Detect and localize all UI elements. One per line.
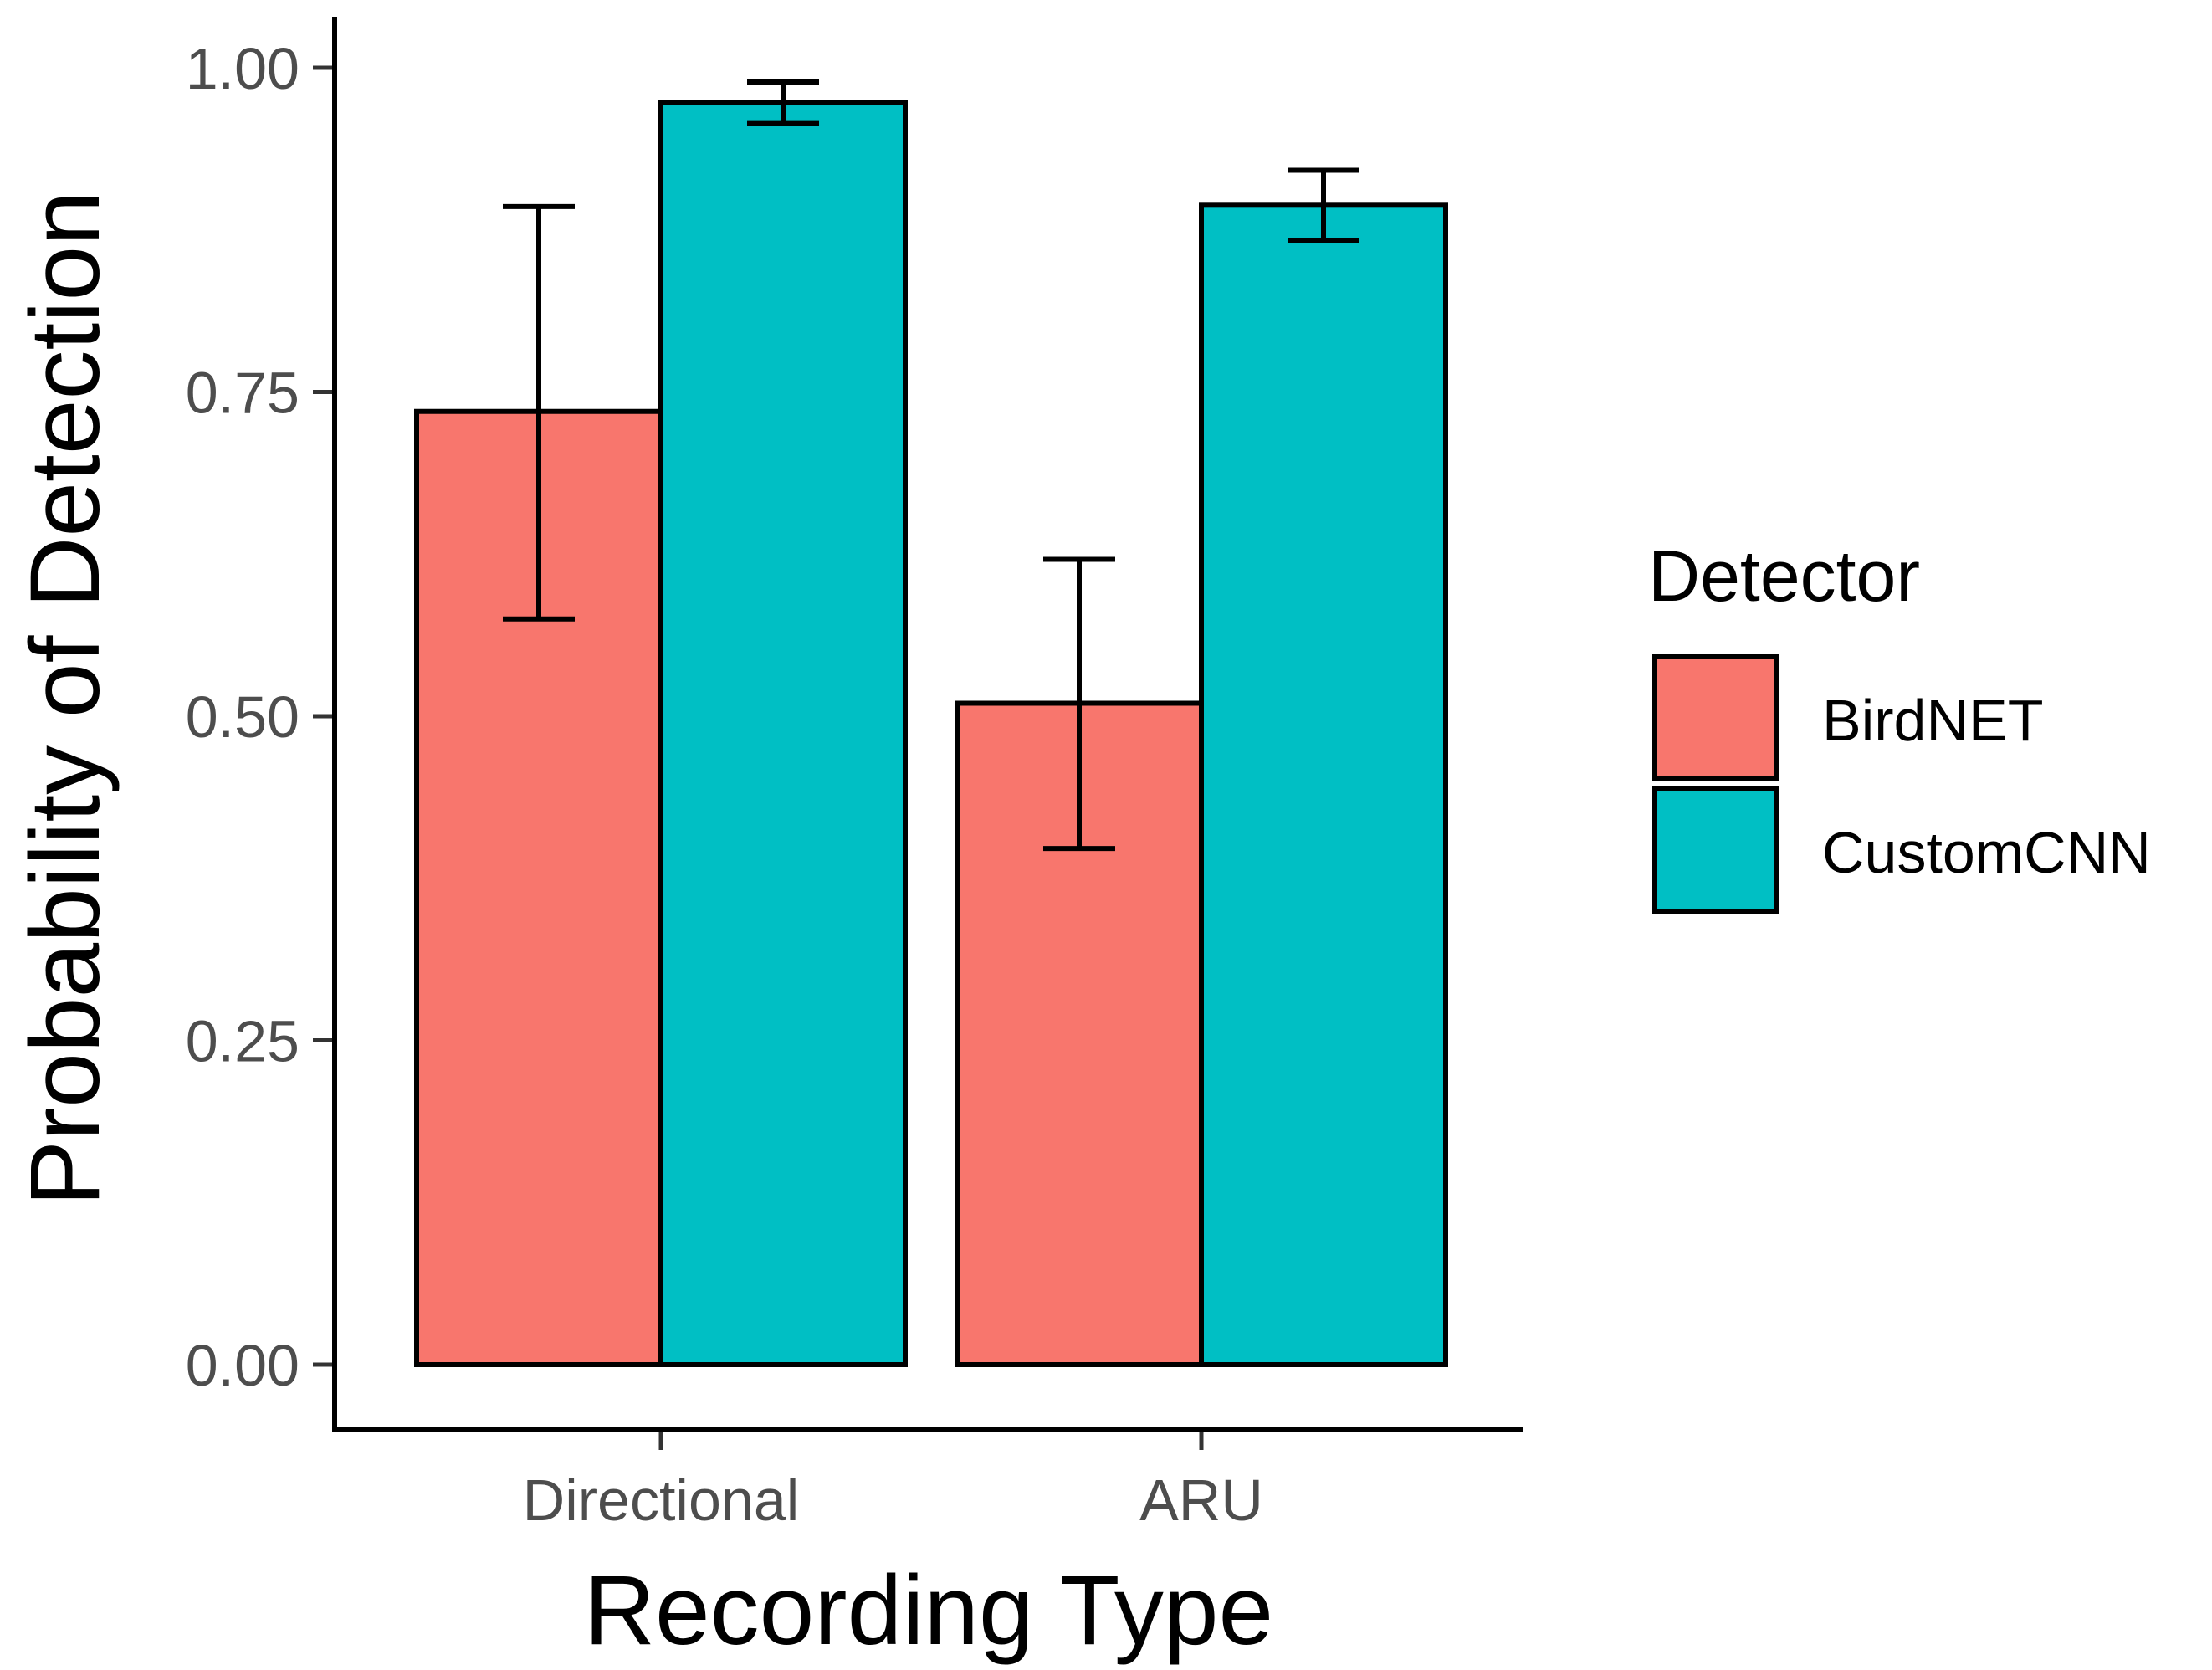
errorbar-customcnn-aru xyxy=(1288,167,1359,243)
legend-label-customcnn: CustomCNN xyxy=(1822,820,2151,885)
legend-label-birdnet: BirdNET xyxy=(1822,688,2043,753)
y-tick-label: 0.75 xyxy=(186,361,300,426)
y-ticks: 0.00 0.25 0.50 0.75 1.00 xyxy=(186,36,332,1398)
y-axis-title: Probability of Detection xyxy=(10,191,120,1206)
legend: Detector BirdNET CustomCNN xyxy=(1648,536,2151,914)
x-axis-title: Recording Type xyxy=(584,1555,1273,1666)
x-tick-label: ARU xyxy=(1139,1468,1263,1533)
y-tick-label: 1.00 xyxy=(186,36,300,101)
bar-customcnn-aru xyxy=(1199,202,1448,1367)
x-tick-label: Directional xyxy=(523,1468,800,1533)
y-tick-label: 0.50 xyxy=(186,684,300,750)
bar-customcnn-directional xyxy=(658,100,908,1368)
legend-key-customcnn xyxy=(1652,786,1779,914)
errorbar-birdnet-aru xyxy=(1043,556,1115,852)
errorbar-customcnn-directional xyxy=(747,79,819,126)
errorbar-birdnet-directional xyxy=(503,203,575,622)
legend-title: Detector xyxy=(1648,536,1920,617)
y-tick-label: 0.00 xyxy=(186,1333,300,1398)
x-ticks: Directional ARU xyxy=(523,1432,1263,1533)
errorbars-layer xyxy=(503,79,1359,852)
legend-key-birdnet xyxy=(1652,654,1779,781)
y-tick-label: 0.25 xyxy=(186,1009,300,1074)
bars-layer xyxy=(414,100,1448,1368)
